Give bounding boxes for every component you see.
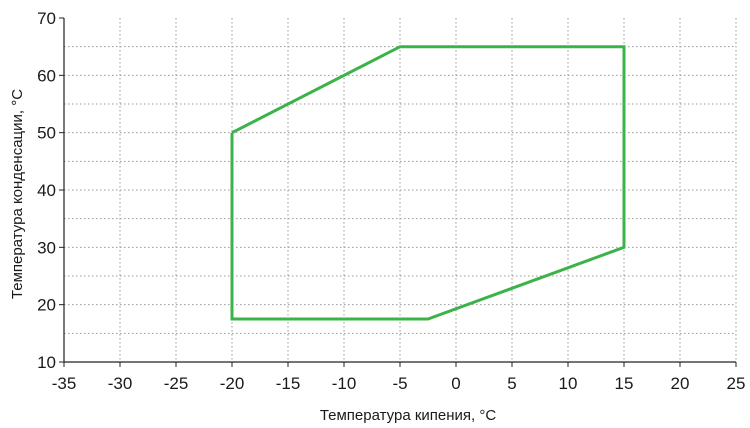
- x-tick-label: 10: [559, 374, 578, 393]
- x-tick-label: 25: [727, 374, 746, 393]
- y-tick-label: 10: [37, 353, 56, 372]
- series-layer: [230, 45, 626, 321]
- x-tick-label: -20: [220, 374, 245, 393]
- x-tick-label: -35: [52, 374, 77, 393]
- y-tick-label: 50: [37, 124, 56, 143]
- x-tick-label: -25: [164, 374, 189, 393]
- y-tick-label: 30: [37, 238, 56, 257]
- y-tick-label: 60: [37, 66, 56, 85]
- series-line: [230, 45, 626, 321]
- x-tick-label: -5: [392, 374, 407, 393]
- x-tick-label: 15: [615, 374, 634, 393]
- x-tick-label: -30: [108, 374, 133, 393]
- x-tick-label: -10: [332, 374, 357, 393]
- y-tick-label: 20: [37, 296, 56, 315]
- x-tick-label: -15: [276, 374, 301, 393]
- x-axis-title: Температура кипения, °С: [320, 407, 497, 424]
- x-tick-label: 5: [507, 374, 516, 393]
- x-tick-label: 20: [671, 374, 690, 393]
- x-tick-label: 0: [451, 374, 460, 393]
- grid: [64, 18, 737, 362]
- y-tick-label: 40: [37, 181, 56, 200]
- y-tick-label: 70: [37, 9, 56, 28]
- y-axis-title: Температура конденсации, °С: [9, 89, 26, 299]
- axes: [59, 17, 737, 367]
- tick-labels: 10 20 30 40 50 60 70 -35 -30 -25 -20 -15 -10 -5 0 5 10 15…: [37, 9, 745, 393]
